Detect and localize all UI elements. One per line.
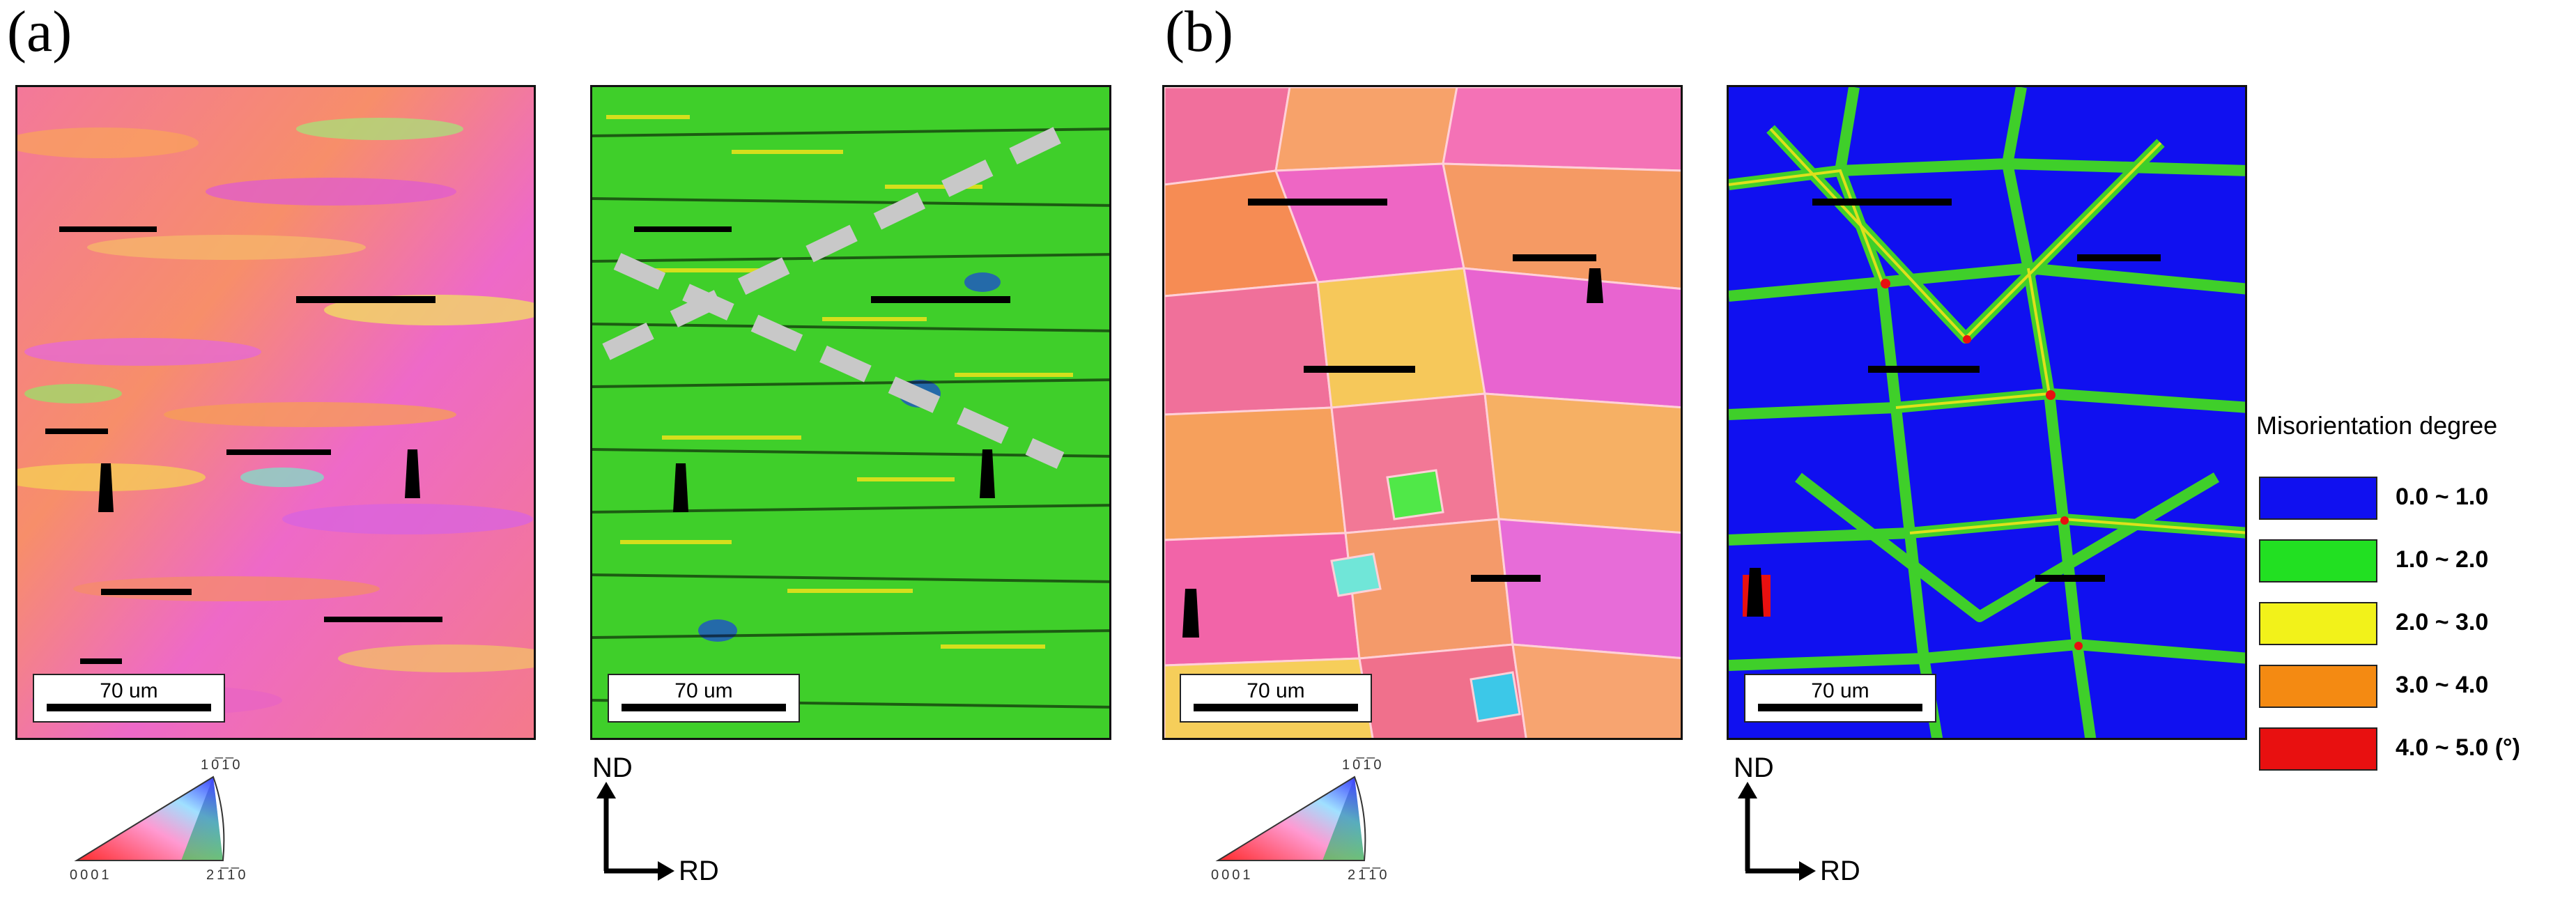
kam-texture-b xyxy=(1729,87,2245,738)
legend-label: 1.0 ~ 2.0 xyxy=(2396,546,2489,573)
ipf-triangle-icon xyxy=(1215,775,1366,861)
axis-label-rd: RD xyxy=(679,856,719,886)
kam-texture-a xyxy=(592,87,1109,738)
ipf-color-key-a: 0001 21̅1̅0 10̅1̅0 xyxy=(70,749,293,895)
ipf-color-key-b: 0001 21̅1̅0 10̅1̅0 xyxy=(1211,749,1434,895)
ipf-texture-a xyxy=(17,87,534,738)
ipf-label-2110: 21̅1̅0 xyxy=(1348,867,1390,883)
kam-map-a: 70 um xyxy=(590,85,1111,740)
axis-label-nd: ND xyxy=(1734,752,1774,783)
axis-arrows-icon xyxy=(1738,782,1816,881)
scale-bar-kam-a: 70 um xyxy=(608,674,800,723)
scale-bar-label: 70 um xyxy=(1811,679,1869,702)
legend-item: 2.0 ~ 3.0 xyxy=(2259,595,2573,651)
panel-label-a: (a) xyxy=(7,0,72,64)
legend-label: 4.0 ~ 5.0 (°) xyxy=(2396,734,2520,761)
ipf-label-1010: 10̅1̅0 xyxy=(201,757,243,773)
scale-bar-line xyxy=(622,704,786,711)
scale-bar-line xyxy=(47,704,211,711)
dashed-guide-lines xyxy=(602,119,1077,469)
panel-label-b: (b) xyxy=(1165,0,1233,64)
scale-bar-kam-b: 70 um xyxy=(1744,674,1936,723)
ipf-label-2110: 21̅1̅0 xyxy=(206,867,249,883)
legend-title: Misorientation degree xyxy=(2256,411,2498,440)
ipf-label-0001: 0001 xyxy=(1211,867,1254,883)
axis-arrows-icon xyxy=(596,782,674,881)
scale-bar-label: 70 um xyxy=(674,679,733,702)
axis-label-rd: RD xyxy=(1820,856,1860,886)
legend-label: 3.0 ~ 4.0 xyxy=(2396,672,2489,698)
ipf-label-0001: 0001 xyxy=(70,867,112,883)
legend-label: 0.0 ~ 1.0 xyxy=(2396,484,2489,510)
scale-bar-ipf-b: 70 um xyxy=(1180,674,1372,723)
legend-swatch xyxy=(2259,477,2377,520)
misorientation-legend: Misorientation degree 0.0 ~ 1.0 1.0 ~ 2.… xyxy=(2256,411,2576,801)
legend-item: 3.0 ~ 4.0 xyxy=(2259,658,2573,713)
legend-swatch xyxy=(2259,602,2377,645)
scale-bar-line xyxy=(1758,704,1922,711)
nd-rd-axes-a: ND RD xyxy=(585,752,746,892)
legend-label: 2.0 ~ 3.0 xyxy=(2396,609,2489,635)
axis-label-nd: ND xyxy=(592,752,633,783)
ipf-label-1010: 10̅1̅0 xyxy=(1342,757,1385,773)
nd-rd-axes-b: ND RD xyxy=(1727,752,1887,892)
scale-bar-ipf-a: 70 um xyxy=(33,674,225,723)
legend-swatch xyxy=(2259,539,2377,582)
legend-swatch xyxy=(2259,727,2377,771)
ipf-map-a: 70 um xyxy=(15,85,536,740)
scale-bar-line xyxy=(1194,704,1358,711)
scale-bar-label: 70 um xyxy=(100,679,158,702)
legend-item: 1.0 ~ 2.0 xyxy=(2259,532,2573,588)
legend-swatch xyxy=(2259,665,2377,708)
scale-bar-label: 70 um xyxy=(1247,679,1305,702)
legend-item: 4.0 ~ 5.0 (°) xyxy=(2259,720,2573,776)
legend-item: 0.0 ~ 1.0 xyxy=(2259,470,2573,525)
ipf-map-b: 70 um xyxy=(1162,85,1683,740)
ipf-triangle-icon xyxy=(74,775,225,861)
kam-map-b: 70 um xyxy=(1727,85,2247,740)
ipf-texture-b xyxy=(1164,87,1681,738)
